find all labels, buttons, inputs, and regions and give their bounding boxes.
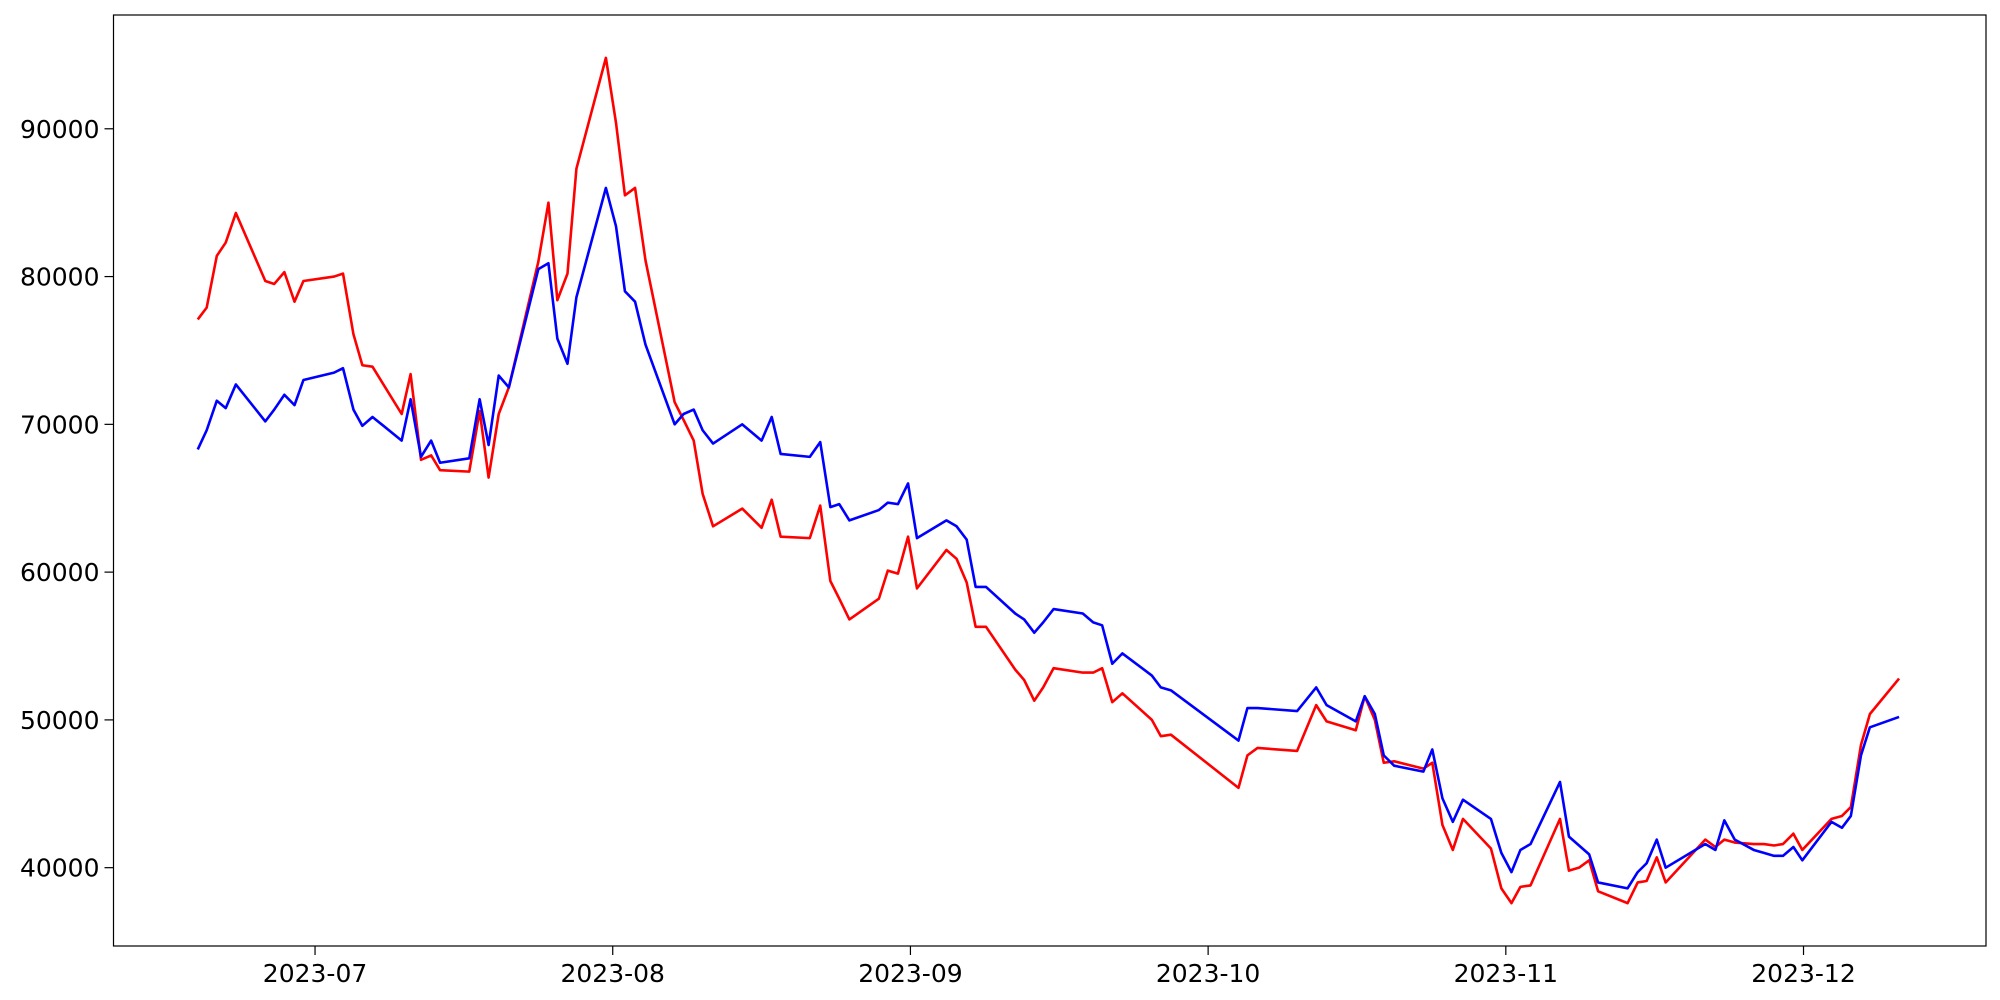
x-tick-label: 2023-12 (1751, 959, 1855, 988)
data-line (196, 186, 1900, 890)
x-tick-label: 2023-10 (1156, 959, 1260, 988)
x-tick-label: 2023-08 (560, 959, 664, 988)
y-tick-label: 70000 (20, 410, 100, 439)
y-tick-label: 80000 (20, 263, 100, 292)
data-line (196, 56, 1901, 905)
plot-frame (112, 14, 1987, 947)
x-tick-label: 2023-11 (1454, 959, 1558, 988)
x-tick-label: 2023-09 (858, 959, 962, 988)
y-tick-label: 90000 (20, 115, 100, 144)
y-tick-label: 40000 (20, 854, 100, 883)
y-tick-label: 60000 (20, 558, 100, 587)
x-tick-label: 2023-07 (263, 959, 367, 988)
y-tick-label: 50000 (20, 706, 100, 735)
